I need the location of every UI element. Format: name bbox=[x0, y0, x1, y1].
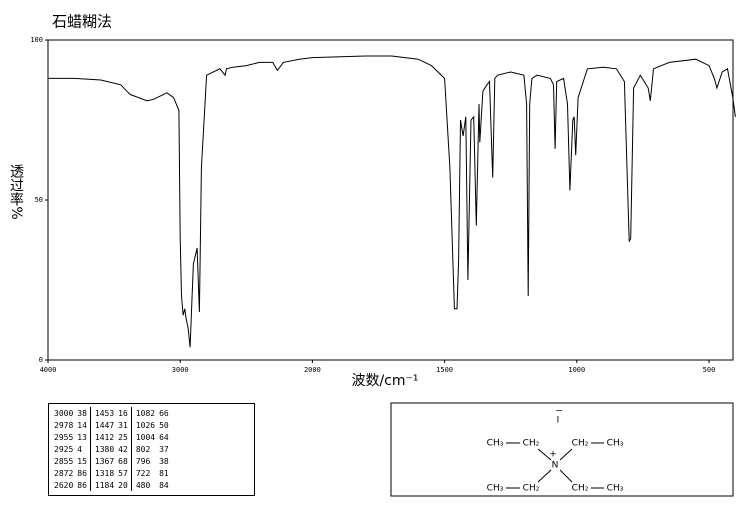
table-cell: 2955 bbox=[54, 432, 74, 442]
table-cell: 84 bbox=[159, 480, 169, 490]
center-atom: N bbox=[552, 461, 559, 471]
group: CH₂ bbox=[523, 484, 540, 494]
table-cell: 1004 bbox=[130, 431, 159, 443]
table-cell: 20 bbox=[118, 480, 128, 490]
y-tick-label: 50 bbox=[35, 196, 43, 204]
group: CH₃ bbox=[607, 484, 624, 494]
x-tick-label: 2000 bbox=[304, 366, 321, 374]
table-cell: 31 bbox=[118, 420, 128, 430]
table-cell: 2978 bbox=[54, 420, 74, 430]
table-cell: 1184 bbox=[89, 479, 118, 491]
table-cell: 81 bbox=[159, 468, 169, 478]
table-cell: 2925 bbox=[54, 444, 74, 454]
table-cell: 4 bbox=[77, 444, 83, 454]
group: CH₂ bbox=[572, 439, 589, 449]
bond bbox=[537, 448, 552, 461]
spectrum-line bbox=[48, 55, 736, 348]
table-row: 2925 4 1380 42 802 37 bbox=[53, 443, 172, 455]
x-tick-label: 3000 bbox=[172, 366, 189, 374]
table-cell: 14 bbox=[77, 420, 87, 430]
bond bbox=[537, 469, 552, 483]
table-cell: 3000 bbox=[54, 408, 74, 418]
table-cell: 86 bbox=[77, 468, 87, 478]
bond bbox=[559, 448, 573, 461]
table-cell: 13 bbox=[77, 432, 87, 442]
y-tick-label: 100 bbox=[30, 36, 43, 44]
table-row: 2955 13 1412 25 1004 64 bbox=[53, 431, 172, 443]
x-axis-label: 波数/cm⁻¹ bbox=[351, 373, 418, 389]
marks: 4000 3000 2000 1500 1000 500 0 50 100 bbox=[30, 36, 736, 374]
chart-title: 石蜡糊法 bbox=[52, 13, 112, 31]
table-cell: 64 bbox=[159, 432, 169, 442]
group: CH₂ bbox=[572, 484, 589, 494]
table-cell: 1318 bbox=[89, 467, 118, 479]
table-cell: 1453 bbox=[89, 407, 118, 419]
table-cell: 722 bbox=[130, 467, 159, 479]
table-cell: 2620 bbox=[54, 480, 74, 490]
table-cell: 50 bbox=[159, 420, 169, 430]
x-tick-label: 4000 bbox=[40, 366, 57, 374]
y-tick-label: 0 bbox=[39, 356, 43, 364]
structure: I − CH₃ CH₂ CH₂ CH₃ N + CH₃ CH₂ CH₂ CH₃ bbox=[487, 407, 624, 494]
table-cell: 57 bbox=[118, 468, 128, 478]
table-cell: 1367 bbox=[89, 455, 118, 467]
table-row: 2855 15 1367 68 796 38 bbox=[53, 455, 172, 467]
anion-charge: − bbox=[555, 407, 563, 417]
table-cell: 796 bbox=[130, 455, 159, 467]
table-cell: 38 bbox=[77, 408, 87, 418]
table-cell: 1447 bbox=[89, 419, 118, 431]
table-row: 2620 86 1184 20 480 84 bbox=[53, 479, 172, 491]
peak-table-grid: 3000 38 1453 16 1082 66 2978 14 1447 31 1026 50 2955… bbox=[53, 407, 172, 491]
center-charge: + bbox=[549, 450, 557, 460]
x-tick-label: 500 bbox=[703, 366, 716, 374]
group: CH₃ bbox=[487, 484, 504, 494]
group: CH₂ bbox=[523, 439, 540, 449]
plot-frame bbox=[47, 39, 734, 361]
table-cell: 42 bbox=[118, 444, 128, 454]
table-cell: 15 bbox=[77, 456, 87, 466]
x-tick-label: 1500 bbox=[436, 366, 453, 374]
table-row: 3000 38 1453 16 1082 66 bbox=[53, 407, 172, 419]
table-cell: 1026 bbox=[130, 419, 159, 431]
group: CH₃ bbox=[487, 439, 504, 449]
group: CH₃ bbox=[607, 439, 624, 449]
table-row: 2872 86 1318 57 722 81 bbox=[53, 467, 172, 479]
peak-table: 3000 38 1453 16 1082 66 2978 14 1447 31 1026 50 2955… bbox=[48, 403, 255, 496]
structure-box bbox=[390, 402, 734, 497]
table-cell: 480 bbox=[130, 479, 159, 491]
table-cell: 25 bbox=[118, 432, 128, 442]
table-cell: 86 bbox=[77, 480, 87, 490]
x-tick-label: 1000 bbox=[568, 366, 585, 374]
table-cell: 2872 bbox=[54, 468, 74, 478]
table-cell: 16 bbox=[118, 408, 128, 418]
bond bbox=[559, 469, 573, 483]
table-cell: 1412 bbox=[89, 431, 118, 443]
anion: I bbox=[557, 416, 560, 426]
table-cell: 2855 bbox=[54, 456, 74, 466]
table-cell: 66 bbox=[159, 408, 169, 418]
table-cell: 802 bbox=[130, 443, 159, 455]
table-cell: 38 bbox=[159, 456, 169, 466]
y-axis-label: 透过率% bbox=[8, 164, 24, 219]
table-cell: 37 bbox=[159, 444, 169, 454]
table-cell: 68 bbox=[118, 456, 128, 466]
table-cell: 1082 bbox=[130, 407, 159, 419]
table-row: 2978 14 1447 31 1026 50 bbox=[53, 419, 172, 431]
table-cell: 1380 bbox=[89, 443, 118, 455]
